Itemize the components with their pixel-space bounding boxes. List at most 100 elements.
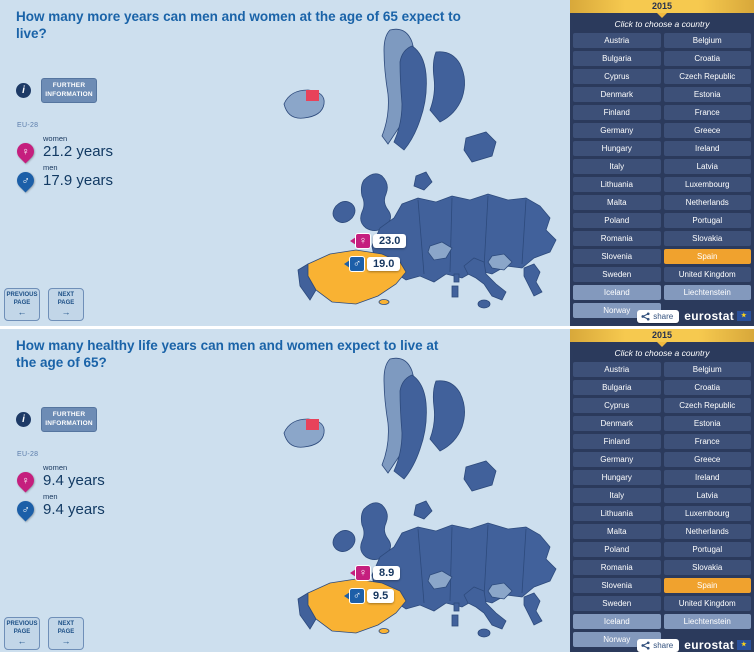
female-icon: ♀ [355, 233, 371, 249]
country-button-poland[interactable]: Poland [573, 213, 661, 228]
sweden-region[interactable] [393, 45, 427, 151]
country-button-iceland[interactable]: Iceland [573, 614, 661, 629]
country-button-netherlands[interactable]: Netherlands [663, 524, 751, 539]
country-button-united-kingdom[interactable]: United Kingdom [663, 267, 751, 282]
switzerland-region[interactable] [427, 241, 453, 261]
balkans-region[interactable] [487, 253, 513, 271]
country-button-croatia[interactable]: Croatia [663, 51, 751, 66]
country-button-finland[interactable]: Finland [573, 105, 661, 120]
previous-page-button[interactable]: PREVIOUS PAGE ← [4, 288, 40, 322]
country-button-liechtenstein[interactable]: Liechtenstein [663, 614, 751, 629]
country-button-latvia[interactable]: Latvia [663, 159, 751, 174]
info-icon[interactable]: i [16, 411, 31, 427]
next-page-button[interactable]: NEXT PAGE → [48, 617, 84, 651]
country-button-slovakia[interactable]: Slovakia [663, 231, 751, 246]
men-stat: men ♂ 9.4 years [13, 492, 164, 522]
country-button-croatia[interactable]: Croatia [663, 380, 751, 395]
country-button-hungary[interactable]: Hungary [573, 141, 661, 156]
country-button-romania[interactable]: Romania [573, 231, 661, 246]
further-information-button[interactable]: FURTHER INFORMATION [41, 407, 97, 432]
male-pin-icon: ♂ [13, 168, 38, 193]
country-button-slovenia[interactable]: Slovenia [573, 578, 661, 593]
country-button-slovakia[interactable]: Slovakia [663, 560, 751, 575]
country-list: Austria Belgium Bulgaria Croatia Cyprus Czech… [570, 362, 754, 647]
country-button-netherlands[interactable]: Netherlands [663, 195, 751, 210]
page-title: How many healthy life years can men and … [16, 338, 439, 371]
country-button-malta[interactable]: Malta [573, 195, 661, 210]
country-button-bulgaria[interactable]: Bulgaria [573, 380, 661, 395]
country-button-germany[interactable]: Germany [573, 123, 661, 138]
year-header: 2015 [570, 0, 754, 13]
greece-region[interactable] [523, 263, 543, 297]
country-button-united-kingdom[interactable]: United Kingdom [663, 596, 751, 611]
country-button-denmark[interactable]: Denmark [573, 87, 661, 102]
country-button-portugal[interactable]: Portugal [663, 213, 751, 228]
country-button-estonia[interactable]: Estonia [663, 416, 751, 431]
country-button-greece[interactable]: Greece [663, 452, 751, 467]
country-button-germany[interactable]: Germany [573, 452, 661, 467]
country-button-latvia[interactable]: Latvia [663, 488, 751, 503]
left-arrow-icon: ← [17, 307, 27, 318]
country-button-bulgaria[interactable]: Bulgaria [573, 51, 661, 66]
balearics-island [378, 299, 390, 305]
share-button[interactable]: share [637, 309, 680, 323]
next-page-label: NEXT PAGE [57, 621, 75, 636]
women-label: women [43, 463, 68, 472]
italy-region[interactable] [463, 257, 507, 301]
country-button-cyprus[interactable]: Cyprus [573, 69, 661, 84]
country-button-greece[interactable]: Greece [663, 123, 751, 138]
denmark-region[interactable] [413, 171, 433, 191]
country-button-malta[interactable]: Malta [573, 524, 661, 539]
further-information-button[interactable]: FURTHER INFORMATION [41, 78, 97, 103]
country-button-luxembourg[interactable]: Luxembourg [663, 177, 751, 192]
info-icon[interactable]: i [16, 82, 31, 98]
country-button-iceland[interactable]: Iceland [573, 285, 661, 300]
male-pin-icon: ♂ [13, 497, 38, 522]
country-button-ireland[interactable]: Ireland [663, 470, 751, 485]
europe-map[interactable] [132, 347, 572, 652]
country-button-denmark[interactable]: Denmark [573, 416, 661, 431]
uk-region[interactable] [360, 173, 391, 231]
country-button-belgium[interactable]: Belgium [663, 33, 751, 48]
country-button-belgium[interactable]: Belgium [663, 362, 751, 377]
country-button-cyprus[interactable]: Cyprus [573, 398, 661, 413]
country-button-lithuania[interactable]: Lithuania [573, 506, 661, 521]
right-arrow-icon: → [61, 636, 71, 647]
country-button-sweden[interactable]: Sweden [573, 267, 661, 282]
country-button-liechtenstein[interactable]: Liechtenstein [663, 285, 751, 300]
previous-page-label: PREVIOUS PAGE [6, 621, 38, 636]
europe-map[interactable] [132, 18, 572, 324]
country-button-czech-republic[interactable]: Czech Republic [663, 69, 751, 84]
country-button-estonia[interactable]: Estonia [663, 87, 751, 102]
next-page-button[interactable]: NEXT PAGE → [48, 288, 84, 322]
previous-page-label: PREVIOUS PAGE [6, 292, 38, 307]
country-button-poland[interactable]: Poland [573, 542, 661, 557]
country-button-austria[interactable]: Austria [573, 362, 661, 377]
sardinia-island [451, 285, 459, 298]
country-button-sweden[interactable]: Sweden [573, 596, 661, 611]
ireland-region[interactable] [332, 201, 356, 223]
country-button-portugal[interactable]: Portugal [663, 542, 751, 557]
country-button-slovenia[interactable]: Slovenia [573, 249, 661, 264]
country-button-lithuania[interactable]: Lithuania [573, 177, 661, 192]
baltics-region[interactable] [463, 131, 497, 163]
share-row: share eurostat [637, 309, 751, 323]
country-button-ireland[interactable]: Ireland [663, 141, 751, 156]
country-button-czech-republic[interactable]: Czech Republic [663, 398, 751, 413]
country-button-hungary[interactable]: Hungary [573, 470, 661, 485]
country-button-france[interactable]: France [663, 434, 751, 449]
country-button-romania[interactable]: Romania [573, 560, 661, 575]
country-button-luxembourg[interactable]: Luxembourg [663, 506, 751, 521]
country-button-finland[interactable]: Finland [573, 434, 661, 449]
page-title: How many more years can men and women at… [16, 9, 461, 42]
country-button-spain[interactable]: Spain [663, 578, 751, 593]
country-button-austria[interactable]: Austria [573, 33, 661, 48]
finland-region[interactable] [429, 51, 465, 123]
share-button[interactable]: share [637, 638, 680, 652]
country-button-france[interactable]: France [663, 105, 751, 120]
previous-page-button[interactable]: PREVIOUS PAGE ← [4, 617, 40, 651]
country-button-italy[interactable]: Italy [573, 488, 661, 503]
country-button-spain[interactable]: Spain [663, 249, 751, 264]
country-chooser-label: Click to choose a country [614, 348, 710, 358]
country-button-italy[interactable]: Italy [573, 159, 661, 174]
